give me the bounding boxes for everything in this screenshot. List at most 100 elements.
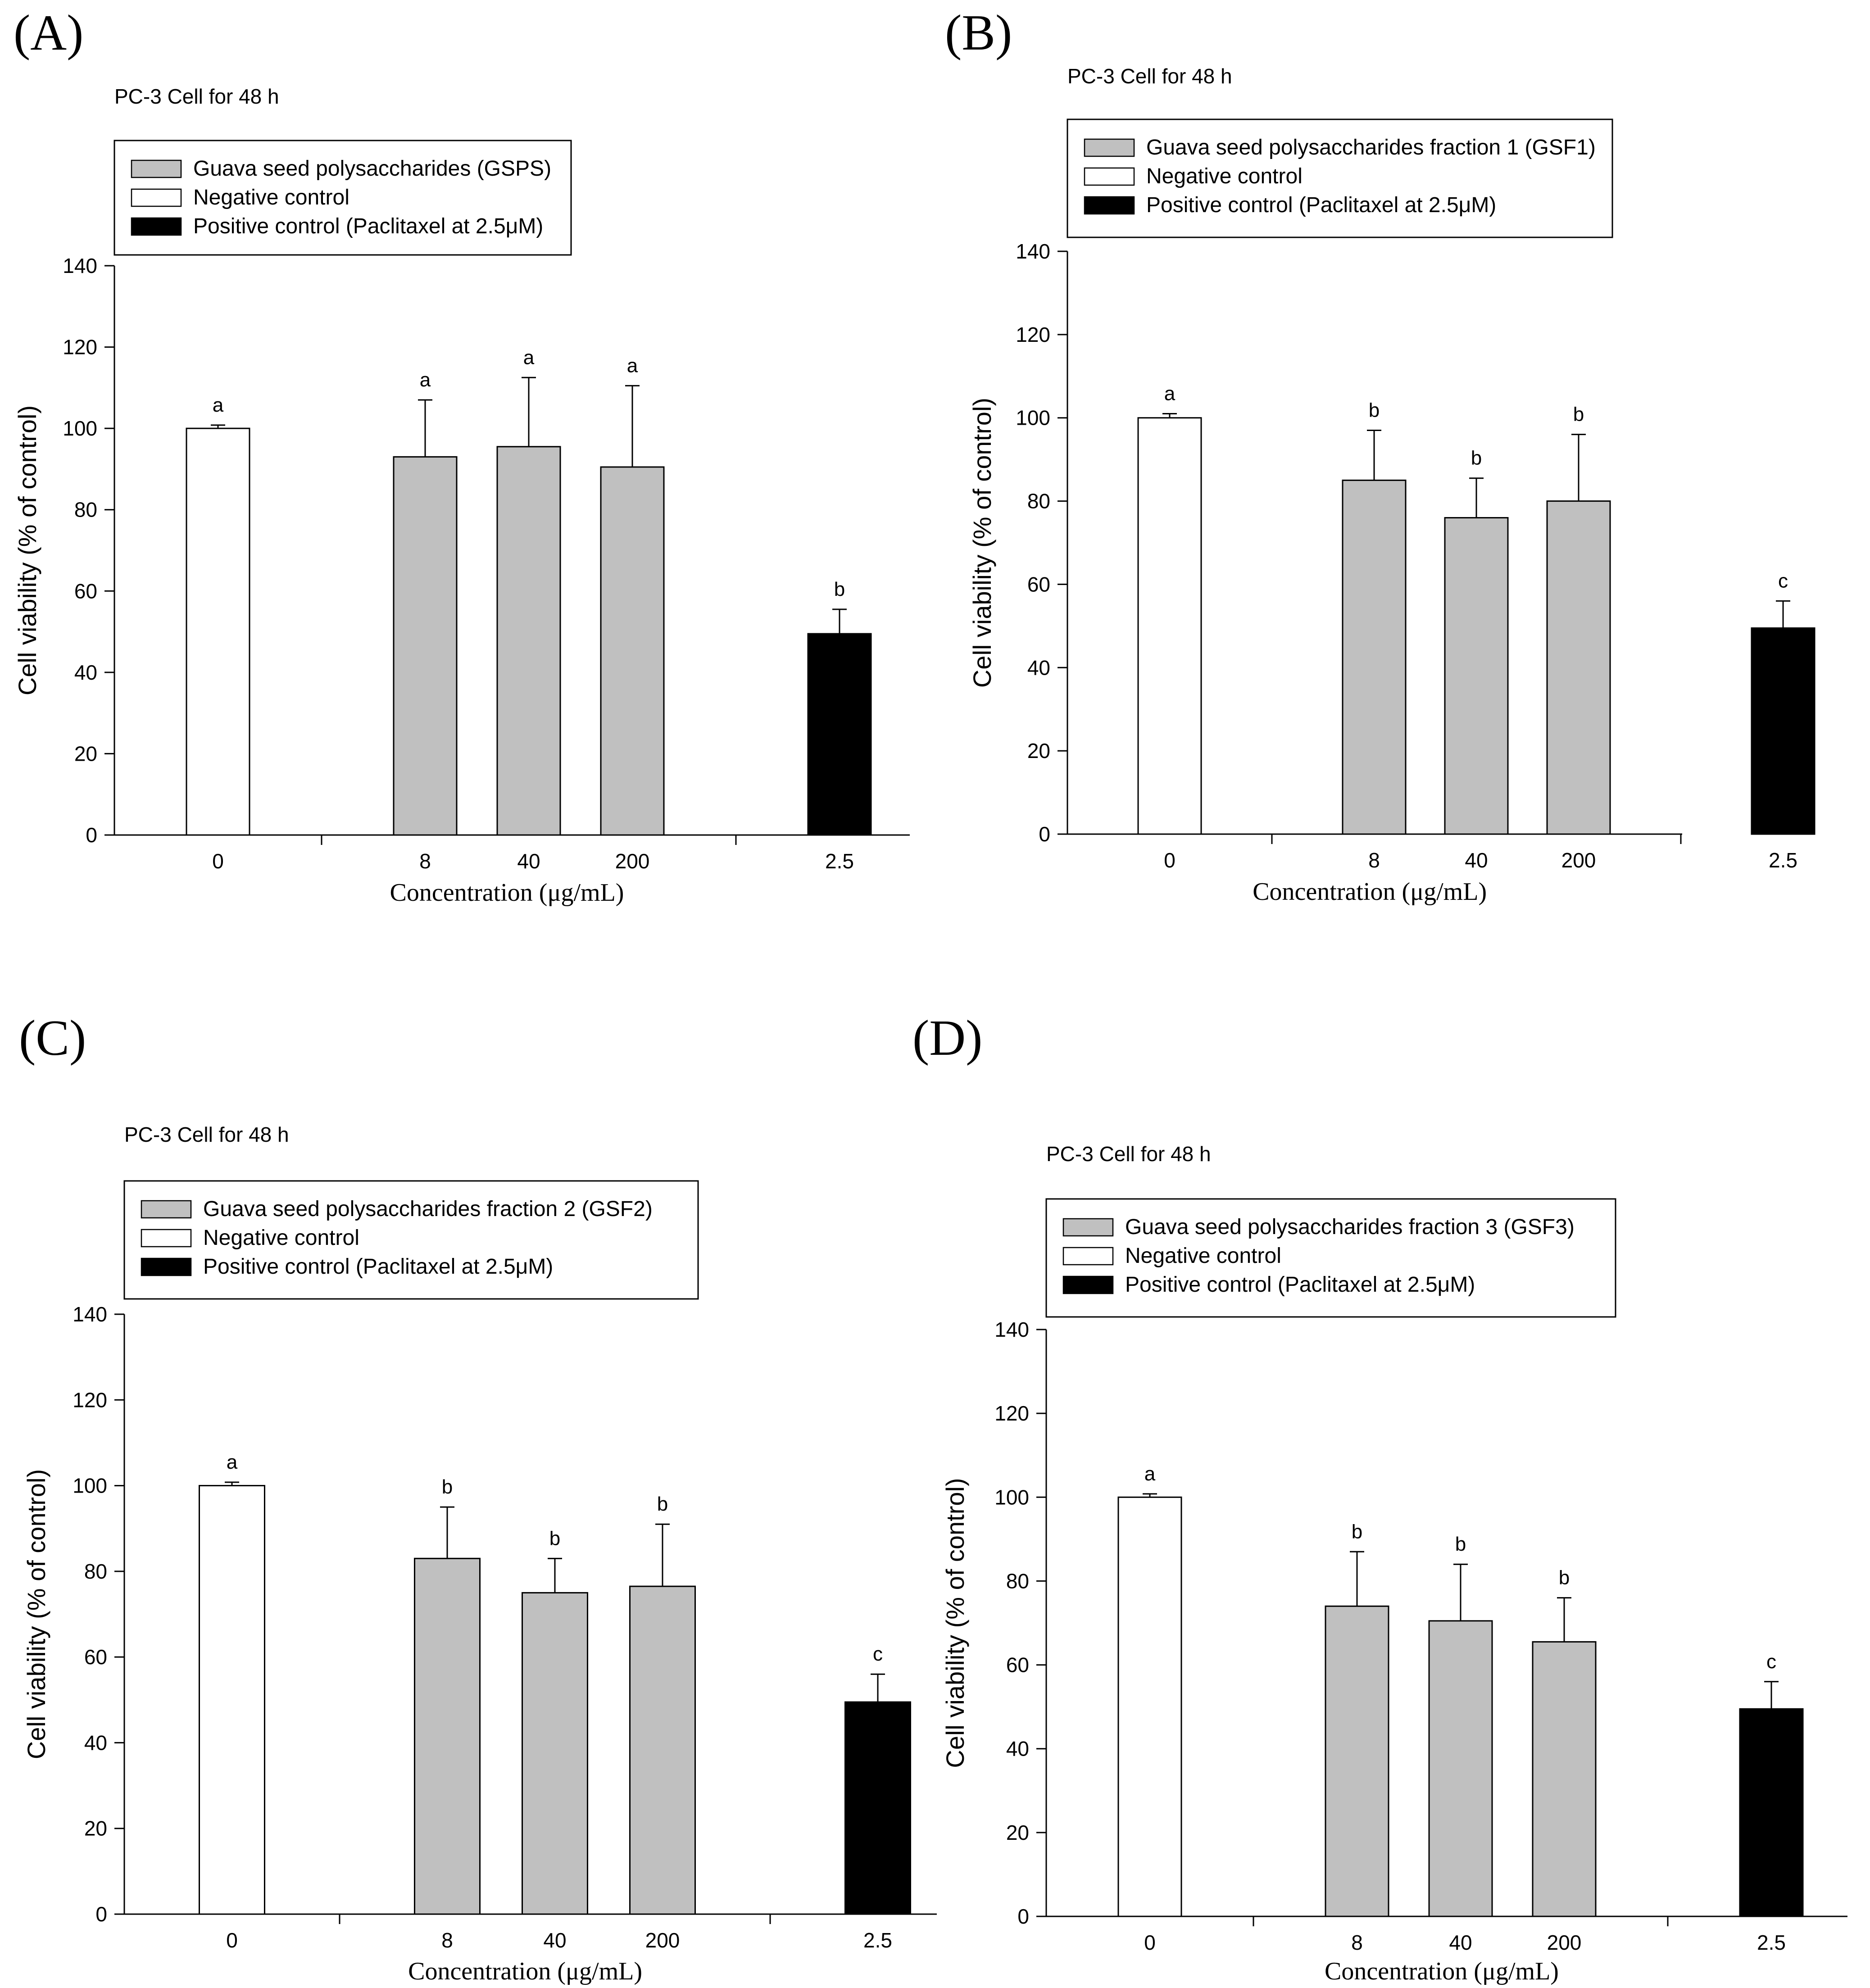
x-tick-label: 8 [419, 849, 431, 873]
x-tick-label: 2.5 [825, 849, 854, 873]
y-tick-label: 20 [84, 1817, 107, 1840]
legend-label-positive: Positive control (Paclitaxel at 2.5μM) [193, 214, 543, 238]
bar-group: a8 [393, 369, 458, 873]
y-tick-label: 100 [994, 1485, 1029, 1509]
legend-swatch-negative [131, 188, 182, 207]
bar-negative [199, 1485, 265, 1915]
bar-sample [1444, 517, 1509, 835]
y-tick-label: 20 [1027, 739, 1050, 763]
y-tick-label: 0 [1039, 822, 1050, 846]
y-tick-label: 100 [1016, 406, 1050, 430]
legend-swatch-sample [141, 1200, 192, 1219]
y-axis-title: Cell viability (% of control) [968, 398, 996, 688]
x-tick-label: 0 [1144, 1931, 1156, 1954]
significance-letter: a [213, 394, 224, 416]
legend-swatch-positive [1084, 196, 1135, 215]
legend: Guava seed polysaccharides fraction 3 (G… [1045, 1198, 1616, 1318]
y-tick-label: 40 [1006, 1737, 1029, 1761]
y-tick-label: 60 [1006, 1653, 1029, 1677]
panel-letter: (D) [912, 1010, 982, 1066]
x-tick-label: 40 [1449, 1931, 1472, 1954]
bar-group: a0 [1117, 1463, 1182, 1954]
y-tick-label: 80 [74, 498, 97, 522]
y-tick-label: 60 [84, 1645, 107, 1669]
y-tick-label: 40 [84, 1731, 107, 1754]
y-tick-label: 80 [1006, 1569, 1029, 1593]
y-tick-label: 120 [73, 1388, 107, 1412]
bar-sample [1546, 500, 1611, 835]
legend-swatch-positive [141, 1257, 192, 1276]
bar-sample [1325, 1605, 1389, 1917]
x-tick-label: 40 [543, 1929, 566, 1952]
bar-sample [629, 1585, 696, 1915]
x-tick-label: 0 [226, 1929, 238, 1952]
bar-sample [522, 1592, 588, 1915]
y-axis-title: Cell viability (% of control) [22, 1469, 50, 1759]
significance-letter: b [1369, 399, 1380, 421]
bar-sample [1428, 1620, 1493, 1917]
y-tick-label: 140 [63, 254, 97, 277]
chart-subtitle: PC-3 Cell for 48 h [1046, 1142, 1211, 1166]
x-tick-label: 8 [1368, 849, 1380, 872]
legend-label-sample: Guava seed polysaccharides fraction 3 (G… [1125, 1215, 1575, 1239]
x-tick-label: 200 [645, 1929, 680, 1952]
significance-letter: c [1766, 1651, 1776, 1673]
x-tick-label: 8 [1351, 1931, 1363, 1954]
y-tick-label: 140 [1016, 240, 1050, 263]
y-tick-label: 100 [73, 1474, 107, 1498]
significance-letter: a [1144, 1463, 1156, 1485]
x-axis-title: Concentration (μg/mL) [408, 1957, 642, 1985]
bar-group: b 200 [1546, 404, 1611, 872]
bar-negative [1117, 1496, 1182, 1917]
legend-label-sample: Guava seed polysaccharides fraction 1 (G… [1146, 136, 1596, 159]
bar-group: b 200 [629, 1493, 696, 1952]
chart-panel-d: (D) PC-3 Cell for 48 h Guava seed polysacc… [912, 1010, 1847, 1985]
panel-letter: (B) [945, 5, 1012, 61]
bar-sample [393, 456, 458, 836]
legend-label-sample: Guava seed polysaccharides (GSPS) [193, 157, 551, 181]
bar-positive [844, 1701, 911, 1915]
bar-group: a0 [199, 1451, 265, 1952]
y-tick-label: 120 [1016, 323, 1050, 346]
chart-subtitle: PC-3 Cell for 48 h [124, 1123, 289, 1146]
chart-subtitle: PC-3 Cell for 48 h [1067, 64, 1232, 88]
bar-sample [600, 466, 665, 836]
significance-letter: b [834, 578, 845, 600]
legend-frame [1045, 1198, 1616, 1318]
y-tick-label: 80 [1027, 490, 1050, 513]
chart-panel-a: (A) PC-3 Cell for 48 h Guava seed polysacc… [13, 5, 910, 907]
bar-sample [414, 1557, 481, 1915]
significance-letter: b [1471, 447, 1482, 469]
legend-swatch-negative [141, 1229, 192, 1248]
bar-negative [1137, 417, 1202, 835]
x-axis-title: Concentration (μg/mL) [390, 879, 624, 907]
panel-letter: (C) [19, 1010, 86, 1066]
y-tick-label: 20 [1006, 1821, 1029, 1844]
y-axis-title: Cell viability (% of control) [941, 1478, 969, 1768]
legend-label-negative: Negative control [203, 1226, 359, 1250]
bar-group: b 200 [1532, 1567, 1597, 1954]
significance-letter: a [627, 354, 638, 377]
legend-swatch-sample [1084, 138, 1135, 157]
x-tick-label: 2.5 [1757, 1931, 1786, 1954]
legend-swatch-negative [1084, 167, 1135, 186]
y-tick-label: 140 [73, 1303, 107, 1326]
chart-panel-c: (C) PC-3 Cell for 48 h Guava seed polysacc… [19, 1010, 937, 1985]
x-tick-label: 40 [517, 849, 540, 873]
bar-group: b8 [1342, 399, 1407, 872]
legend-label-negative: Negative control [1125, 1244, 1281, 1268]
significance-letter: b [549, 1527, 560, 1549]
legend-label-sample: Guava seed polysaccharides fraction 2 (G… [203, 1197, 653, 1221]
legend-swatch-sample [1062, 1218, 1114, 1237]
bar-positive [1739, 1708, 1804, 1917]
chart-subtitle: PC-3 Cell for 48 h [114, 85, 279, 108]
bar-group: b 40 [522, 1527, 588, 1952]
chart-panel-b: (B) PC-3 Cell for 48 h Guava seed polysacc… [945, 5, 1816, 906]
y-tick-label: 40 [74, 661, 97, 684]
panel-letter: (A) [14, 5, 83, 61]
legend-frame [1067, 118, 1613, 238]
significance-letter: b [1559, 1567, 1570, 1589]
bar-positive [1751, 627, 1816, 835]
y-axis-title: Cell viability (% of control) [13, 405, 41, 695]
